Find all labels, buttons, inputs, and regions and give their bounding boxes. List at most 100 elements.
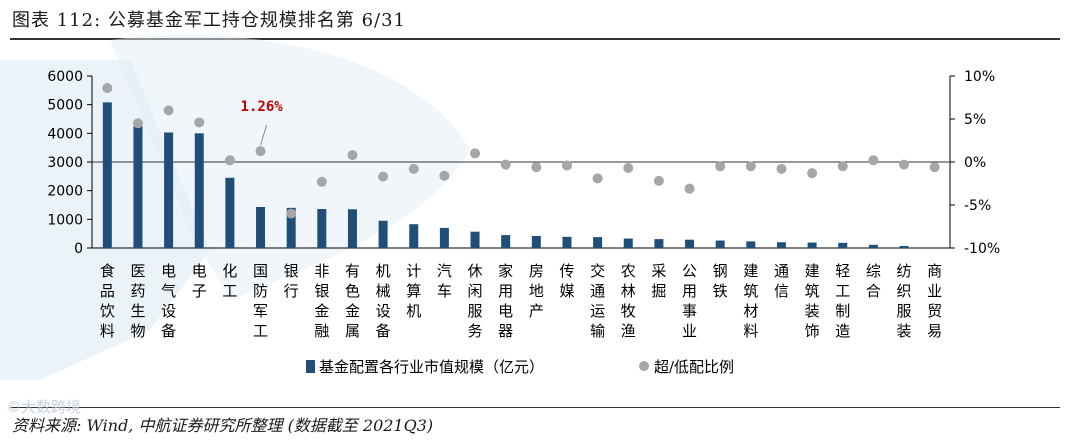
bar-2 xyxy=(133,126,143,248)
category-label-20: 事 xyxy=(682,302,697,320)
bar-3 xyxy=(164,132,174,248)
category-label-18: 牧 xyxy=(621,302,636,320)
dot-26 xyxy=(868,155,879,166)
right-axis-tick-label: 10% xyxy=(964,69,995,85)
category-label-6: 军 xyxy=(253,302,268,320)
bar-22 xyxy=(746,241,756,248)
category-label-1: 饮 xyxy=(100,302,115,320)
category-label-4: 电 xyxy=(192,262,207,280)
watermark: ©大数跨境 xyxy=(6,398,82,416)
category-label-9: 金 xyxy=(345,302,360,320)
category-label-22: 材 xyxy=(743,302,758,320)
category-label-27: 装 xyxy=(897,322,912,340)
bar-9 xyxy=(347,209,357,248)
category-label-27: 服 xyxy=(897,302,912,320)
chart-title: 图表 112: 公募基金军工持仓规模排名第 6/31 xyxy=(12,10,407,31)
dot-12 xyxy=(439,170,450,181)
dot-19 xyxy=(653,175,664,186)
category-label-24: 装 xyxy=(805,302,820,320)
category-label-25: 轻 xyxy=(835,262,850,280)
category-label-23: 通 xyxy=(774,262,789,280)
dot-3 xyxy=(163,105,174,116)
category-label-26: 合 xyxy=(866,282,881,300)
dot-23 xyxy=(776,163,787,174)
right-axis-tick-label: -10% xyxy=(964,241,1000,257)
category-label-9: 色 xyxy=(345,282,360,300)
category-label-17: 通 xyxy=(590,282,605,300)
bar-19 xyxy=(654,239,664,248)
category-label-12: 汽 xyxy=(437,262,452,280)
category-label-9: 有 xyxy=(345,262,360,280)
category-label-22: 建 xyxy=(743,262,758,280)
right-axis-tick-label: 0% xyxy=(964,155,986,171)
category-label-10: 机 xyxy=(376,262,391,280)
legend-bar-swatch xyxy=(306,360,315,373)
category-label-27: 织 xyxy=(897,282,912,300)
dot-8 xyxy=(316,176,327,187)
category-label-5: 工 xyxy=(222,282,237,300)
source-divider xyxy=(10,407,1060,408)
category-label-10: 械 xyxy=(376,282,391,300)
category-label-19: 采 xyxy=(651,262,666,280)
dot-22 xyxy=(745,161,756,172)
category-label-15: 房 xyxy=(529,262,544,280)
category-label-3: 备 xyxy=(161,322,176,340)
category-label-22: 料 xyxy=(743,322,758,340)
category-label-1: 食 xyxy=(100,262,115,280)
dot-1 xyxy=(102,83,113,94)
left-axis-tick-label: 1000 xyxy=(47,212,83,228)
category-label-28: 业 xyxy=(927,282,942,300)
annotation-leader xyxy=(260,125,268,146)
bar-15 xyxy=(531,235,541,248)
category-label-8: 银 xyxy=(314,282,329,300)
dot-24 xyxy=(807,168,818,179)
bar-7 xyxy=(286,207,296,248)
bar-13 xyxy=(470,231,480,248)
dot-15 xyxy=(531,162,542,173)
dot-17 xyxy=(592,173,603,184)
dot-4 xyxy=(194,117,205,128)
category-label-3: 气 xyxy=(161,282,176,300)
bar-21 xyxy=(715,240,725,248)
category-label-17: 输 xyxy=(590,322,605,340)
category-label-10: 备 xyxy=(376,322,391,340)
category-label-27: 纺 xyxy=(897,262,912,280)
dot-14 xyxy=(500,159,511,170)
category-label-13: 休 xyxy=(468,262,483,280)
category-label-13: 服 xyxy=(468,302,483,320)
category-label-11: 机 xyxy=(406,302,421,320)
category-label-25: 工 xyxy=(835,282,850,300)
category-label-6: 防 xyxy=(253,282,268,300)
category-label-14: 电 xyxy=(498,302,513,320)
category-label-17: 运 xyxy=(590,302,605,320)
legend-dot-label: 超/低配比例 xyxy=(654,358,734,376)
category-label-4: 子 xyxy=(192,282,207,300)
category-label-14: 用 xyxy=(498,282,513,300)
bar-10 xyxy=(378,220,388,248)
category-label-20: 公 xyxy=(682,262,697,280)
dot-13 xyxy=(470,148,481,159)
category-label-26: 综 xyxy=(866,262,881,280)
category-label-22: 筑 xyxy=(743,282,758,300)
bar-16 xyxy=(562,236,572,248)
legend-dot-swatch xyxy=(639,361,649,371)
category-label-23: 信 xyxy=(774,282,789,300)
category-label-21: 钢 xyxy=(713,262,728,280)
category-label-1: 品 xyxy=(100,282,115,300)
bar-26 xyxy=(868,244,878,248)
category-label-6: 工 xyxy=(253,322,268,340)
category-label-25: 制 xyxy=(835,302,850,320)
bar-4 xyxy=(194,133,204,248)
category-label-3: 电 xyxy=(161,262,176,280)
annotation-label: 1.26% xyxy=(241,99,284,115)
category-label-14: 器 xyxy=(498,322,513,340)
category-label-14: 家 xyxy=(498,262,513,280)
dot-7 xyxy=(286,208,297,219)
dot-27 xyxy=(899,159,910,170)
category-label-13: 闲 xyxy=(468,282,483,300)
dot-6 xyxy=(255,146,266,157)
bar-14 xyxy=(501,235,511,248)
category-label-24: 筑 xyxy=(805,282,820,300)
left-axis-tick-label: 0 xyxy=(74,241,83,257)
category-label-7: 行 xyxy=(284,282,299,300)
